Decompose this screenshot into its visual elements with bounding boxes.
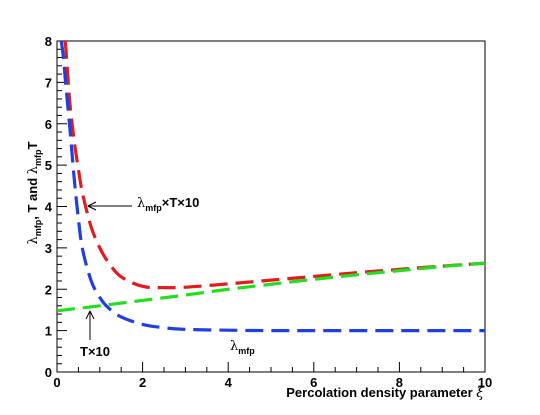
annotation-t: T×10	[80, 310, 110, 359]
annotation-label-t: T×10	[80, 344, 110, 359]
x-tick-label: 8	[396, 375, 403, 390]
series-t-x-10-line	[57, 261, 485, 313]
annotation-label-lambda: λmfp	[230, 339, 255, 356]
series-layer	[57, 41, 485, 333]
y-axis-title: λmfp, T and λmfpT	[25, 141, 43, 244]
y-axis-ticks: 0 1 2 3 4 5 6 7 8	[45, 34, 67, 380]
x-tick-label: 10	[478, 375, 492, 390]
series-lambdamfp-x-t-x-10-line	[63, 41, 485, 290]
y-tick-label: 6	[45, 117, 52, 132]
annotation-lambda-t: λmfp×T×10	[87, 195, 199, 213]
y-tick-label: 0	[45, 365, 52, 380]
x-tick-label: 4	[225, 375, 233, 390]
y-tick-label: 2	[45, 282, 52, 297]
x-tick-label: 0	[53, 375, 60, 390]
x-axis-ticks: 0 2 4 6 8 10	[53, 362, 492, 390]
arrowhead-up-icon	[85, 310, 95, 320]
y-tick-label: 4	[45, 200, 53, 215]
y-tick-label: 3	[45, 241, 52, 256]
x-axis-title: Percolation density parameter ξ	[286, 385, 485, 401]
annotation-label-lambda-t: λmfp×T×10	[137, 195, 199, 213]
annotation-lambda: λmfp	[230, 339, 255, 356]
y-tick-label: 7	[45, 75, 52, 90]
y-tick-label: 1	[45, 324, 52, 339]
arrowhead-left-icon	[87, 201, 97, 211]
x-tick-label: 2	[139, 375, 146, 390]
y-tick-label: 5	[45, 158, 52, 173]
x-tick-label: 6	[310, 375, 317, 390]
y-tick-label: 8	[45, 34, 52, 49]
series-lambdamfp-line	[59, 41, 485, 333]
